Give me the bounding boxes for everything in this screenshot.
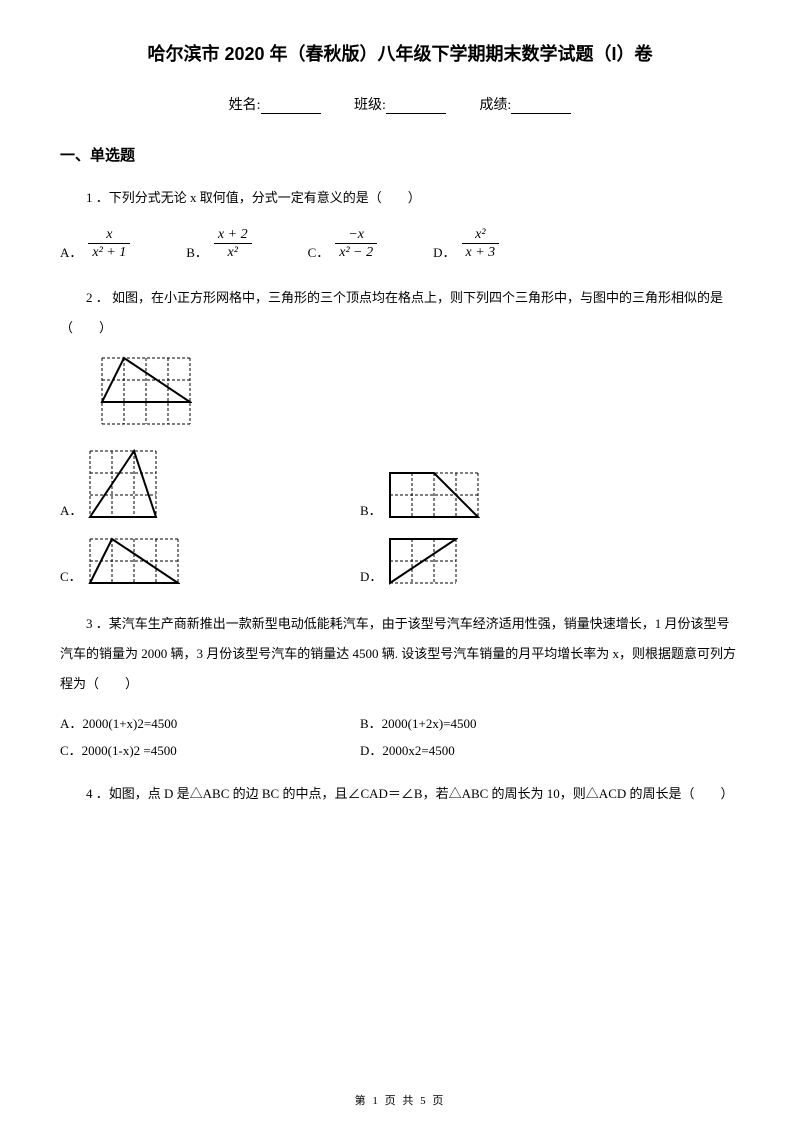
option-label: A． — [60, 500, 82, 519]
grid-figure — [388, 537, 458, 585]
fraction-den: x² + 1 — [88, 244, 130, 260]
fraction-den: x² − 2 — [335, 244, 377, 260]
fraction-num: −x — [335, 227, 377, 244]
q1-option-b[interactable]: B． x + 2 x² — [186, 227, 251, 261]
fraction: x² x + 3 — [462, 227, 500, 261]
q1-option-a[interactable]: A． x x² + 1 — [60, 227, 130, 261]
question-2-options: A． B． C． D． — [60, 449, 740, 585]
fraction: x x² + 1 — [88, 227, 130, 261]
question-1-options: A． x x² + 1 B． x + 2 x² C． −x x² − 2 D． … — [60, 227, 740, 261]
grid-figure — [88, 537, 180, 585]
question-4-text: 4 ．如图，点 D 是△ABC 的边 BC 的中点，且∠CAD＝∠B，若△ABC… — [60, 779, 740, 809]
fraction-den: x + 3 — [462, 244, 500, 260]
class-blank[interactable] — [386, 99, 446, 114]
q3-option-a[interactable]: A．2000(1+x)2=4500 — [60, 713, 360, 732]
q2-option-d[interactable]: D． — [360, 537, 458, 585]
class-label: 班级: — [354, 98, 386, 113]
fraction-num: x — [88, 227, 130, 244]
fraction: x + 2 x² — [214, 227, 252, 261]
option-label: D． — [360, 566, 382, 585]
fraction: −x x² − 2 — [335, 227, 377, 261]
question-1-text: 1 ．下列分式无论 x 取何值，分式一定有意义的是（ ） — [60, 183, 740, 213]
fraction-num: x + 2 — [214, 227, 252, 244]
q1-option-d[interactable]: D． x² x + 3 — [433, 227, 499, 261]
option-label: B． — [360, 500, 382, 519]
page-title: 哈尔滨市 2020 年（春秋版）八年级下学期期末数学试题（I）卷 — [60, 40, 740, 66]
section-heading-1: 一、单选题 — [60, 144, 740, 165]
name-blank[interactable] — [261, 99, 321, 114]
page-footer: 第 1 页 共 5 页 — [0, 1092, 800, 1108]
q3-option-d[interactable]: D．2000x2=4500 — [360, 740, 660, 759]
grid-figure — [388, 471, 480, 519]
q2-option-c[interactable]: C． — [60, 537, 360, 585]
option-label: B． — [186, 242, 208, 261]
question-3-text: 3 ．某汽车生产商新推出一款新型电动低能耗汽车，由于该型号汽车经济适用性强，销量… — [60, 609, 740, 699]
fraction-num: x² — [462, 227, 500, 244]
option-label: C． — [60, 566, 82, 585]
question-2-text: 2 ． 如图，在小正方形网格中，三角形的三个顶点均在格点上，则下列四个三角形中，… — [60, 283, 740, 343]
option-label: C． — [308, 242, 330, 261]
q2-reference-figure — [100, 356, 740, 431]
name-label: 姓名: — [229, 98, 261, 113]
q2-option-a[interactable]: A． — [60, 449, 360, 519]
question-3-options-row2: C．2000(1-x)2 =4500 D．2000x2=4500 — [60, 740, 740, 759]
fraction-den: x² — [214, 244, 252, 260]
score-label: 成绩: — [479, 98, 511, 113]
q3-option-c[interactable]: C．2000(1-x)2 =4500 — [60, 740, 360, 759]
option-label: A． — [60, 242, 82, 261]
score-blank[interactable] — [511, 99, 571, 114]
q3-option-b[interactable]: B．2000(1+2x)=4500 — [360, 713, 660, 732]
q1-option-c[interactable]: C． −x x² − 2 — [308, 227, 378, 261]
grid-figure — [88, 449, 158, 519]
question-3-options-row1: A．2000(1+x)2=4500 B．2000(1+2x)=4500 — [60, 713, 740, 732]
student-info-line: 姓名: 班级: 成绩: — [60, 94, 740, 114]
q2-option-b[interactable]: B． — [360, 471, 480, 519]
option-label: D． — [433, 242, 455, 261]
